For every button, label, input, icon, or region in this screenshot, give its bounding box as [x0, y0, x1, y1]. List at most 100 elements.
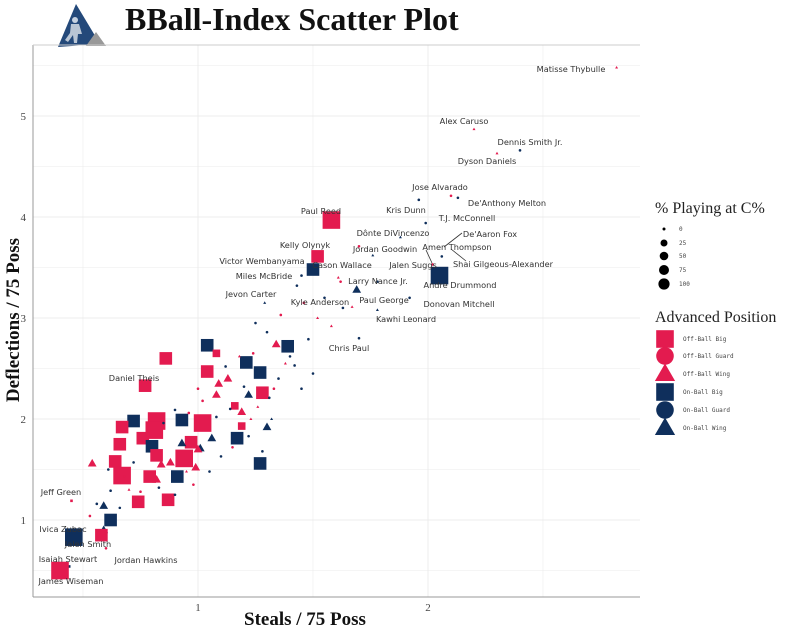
point-on-ball-guard	[288, 355, 292, 358]
point-off-ball-big	[161, 493, 175, 507]
point-label: Kawhi Leonard	[376, 314, 436, 324]
point-on-ball-guard	[146, 448, 149, 451]
point-on-ball-guard	[424, 221, 428, 225]
point-label: Shai Gilgeous-Alexander	[453, 259, 554, 269]
point-on-ball-wing	[99, 501, 109, 509]
point-on-ball-guard	[215, 415, 218, 419]
point-label: Kyle Anderson	[291, 297, 349, 307]
point-off-ball-guard	[279, 313, 283, 317]
point-off-ball-big	[175, 449, 193, 468]
point-on-ball-wing	[398, 235, 402, 239]
point-label: Victor Wembanyama	[219, 256, 304, 266]
point-off-ball-guard	[302, 301, 306, 305]
point-label: Miles McBride	[236, 271, 293, 281]
legend-size-circle	[658, 278, 670, 290]
point-on-ball-guard	[300, 387, 303, 391]
point-on-ball-guard	[408, 296, 411, 300]
legend-size-label: 0	[679, 226, 683, 233]
point-off-ball-big	[143, 470, 156, 483]
logo-grey-triangle	[86, 32, 106, 46]
point-label: De'Anthony Melton	[468, 198, 546, 208]
point-label: T.J. McConnell	[438, 213, 496, 223]
point-on-ball-guard	[323, 296, 326, 300]
legend-size-label: 25	[679, 240, 687, 247]
axes: 1 2 1 2 3 4 5 Steals / 75 Poss Deflectio…	[3, 44, 640, 630]
point-label: Amen Thompson	[422, 242, 491, 252]
point-off-ball-big	[95, 528, 108, 542]
point-off-ball-wing	[316, 316, 320, 320]
point-off-ball-wing	[329, 324, 333, 328]
point-on-ball-guard	[357, 336, 361, 340]
point-off-ball-big	[212, 349, 221, 358]
leader-line	[450, 248, 467, 262]
point-off-ball-wing	[237, 354, 241, 358]
point-off-ball-big	[231, 402, 239, 410]
legend-size-label: 75	[679, 267, 687, 274]
point-off-ball-guard	[449, 194, 453, 198]
point-on-ball-big	[67, 565, 71, 568]
point-on-ball-wing	[263, 301, 267, 304]
point-label: Jordan Goodwin	[352, 244, 417, 254]
point-off-ball-guard	[104, 546, 108, 550]
point-on-ball-guard	[456, 196, 460, 200]
point-off-ball-big	[200, 365, 214, 378]
point-off-ball-big	[145, 421, 164, 439]
point-off-ball-big	[113, 437, 127, 451]
x-tick-label: 1	[195, 602, 201, 614]
legend-size-circle	[659, 265, 669, 275]
point-label: Kris Dunn	[386, 205, 426, 215]
point-label: Isaiah Stewart	[39, 554, 98, 564]
point-on-ball-big	[253, 366, 267, 379]
legend-on-ball-wing-icon	[654, 417, 676, 436]
point-label: James Wiseman	[38, 576, 104, 586]
points	[51, 65, 619, 580]
point-on-ball-wing	[207, 433, 217, 442]
point-on-ball-guard	[268, 396, 271, 400]
point-off-ball-wing	[156, 459, 166, 468]
y-tick-label: 4	[21, 212, 27, 224]
point-off-ball-big	[237, 422, 246, 430]
point-off-ball-big	[159, 352, 173, 365]
legend-size-title: % Playing at C%	[655, 200, 765, 217]
point-on-ball-wing	[262, 422, 272, 431]
point-on-ball-guard	[242, 385, 246, 388]
point-on-ball-guard	[440, 255, 444, 258]
label-leader-lines	[425, 232, 467, 264]
point-off-ball-guard	[187, 411, 191, 415]
x-axis-title: Steals / 75 Poss	[244, 609, 366, 630]
point-on-ball-wing	[375, 308, 379, 311]
point-on-ball-big	[171, 470, 184, 483]
point-on-ball-wing	[371, 253, 375, 257]
legend-position-label: On-Ball Wing	[683, 425, 727, 432]
point-off-ball-wing	[185, 469, 188, 473]
point-off-ball-guard	[88, 514, 92, 518]
point-labels: Matisse Thybulle Alex Caruso Dennis Smith …	[38, 64, 606, 586]
point-on-ball-guard	[162, 421, 165, 425]
point-label: De'Aaron Fox	[463, 229, 517, 239]
point-off-ball-big	[322, 211, 341, 229]
point-on-ball-guard	[132, 461, 135, 464]
point-on-ball-guard	[307, 337, 310, 341]
leader-line	[425, 249, 433, 264]
point-label: Dônte DiVincenzo	[357, 228, 430, 238]
logo-player-head	[72, 17, 78, 23]
point-on-ball-guard	[300, 274, 303, 277]
point-off-ball-guard	[231, 445, 234, 449]
point-off-ball-guard	[192, 483, 195, 486]
point-label: Jeff Green	[40, 487, 82, 497]
legend-size-label: 100	[679, 281, 690, 288]
point-off-ball-big	[70, 499, 73, 503]
point-off-ball-big	[115, 420, 129, 434]
point-on-ball-big	[127, 414, 140, 428]
point-on-ball-guard	[311, 372, 315, 375]
point-label: Alex Caruso	[440, 116, 489, 126]
point-off-ball-wing	[152, 475, 161, 483]
chart-title: BBall-Index Scatter Plot	[125, 1, 459, 37]
point-off-ball-big	[51, 561, 69, 580]
point-on-ball-guard	[261, 450, 264, 453]
point-off-ball-guard	[272, 387, 276, 391]
point-on-ball-guard	[254, 321, 257, 325]
point-label: Jalen Suggs	[388, 260, 437, 270]
point-off-ball-guard	[357, 244, 361, 248]
point-on-ball-guard	[173, 408, 177, 412]
